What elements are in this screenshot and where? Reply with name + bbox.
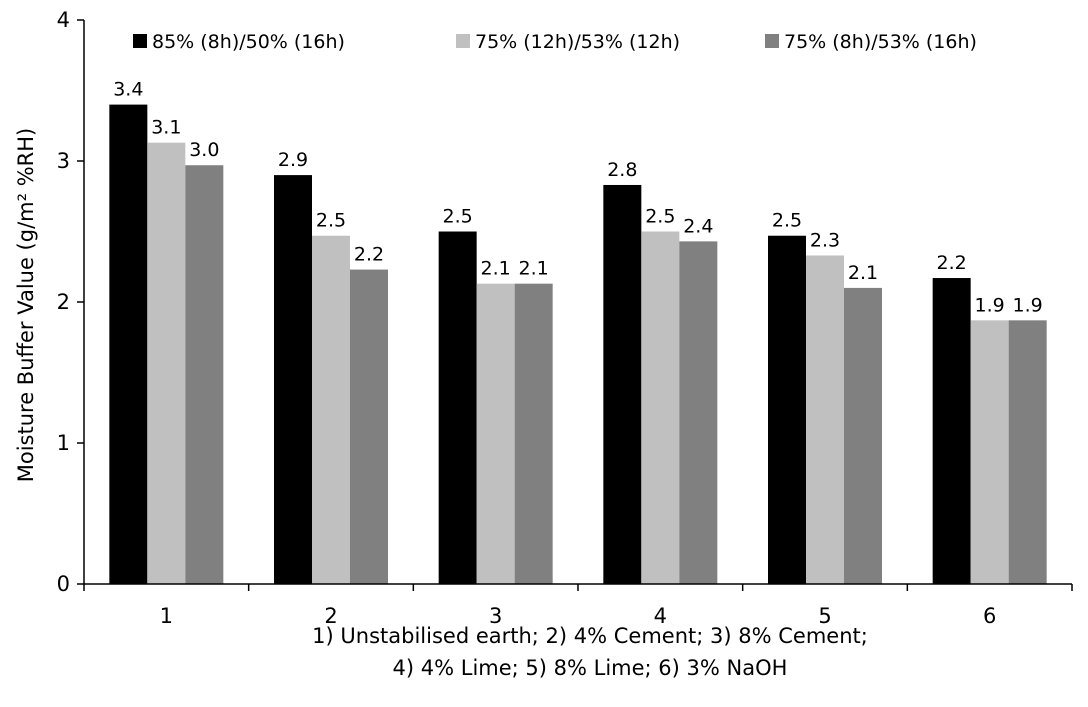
bar-s3-c4 xyxy=(679,241,718,584)
bar-s3-c6 xyxy=(1008,320,1047,584)
bars-layer xyxy=(109,104,1047,585)
bar-s2-c1 xyxy=(147,142,186,585)
bar-s3-c1 xyxy=(185,165,224,585)
legend-swatch-2 xyxy=(456,34,470,48)
bar-s2-c2 xyxy=(312,235,350,585)
data-label-s2-c5: 2.3 xyxy=(810,229,840,251)
data-label-s3-c4: 2.4 xyxy=(683,215,713,237)
x-tick-label-1: 1 xyxy=(160,604,173,628)
x-axis-label-line-2: 4) 4% Lime; 5) 8% Lime; 6) 3% NaOH xyxy=(393,656,788,680)
data-label-s3-c6: 1.9 xyxy=(1013,294,1043,316)
y-tick-label-2: 2 xyxy=(57,290,70,314)
legend-item-3: 75% (8h)/53% (16h) xyxy=(765,31,977,53)
y-tick-label-3: 3 xyxy=(57,149,70,173)
bar-s1-c5 xyxy=(768,235,806,585)
bar-s2-c5 xyxy=(806,255,844,584)
data-label-s3-c2: 2.2 xyxy=(354,244,384,266)
data-label-s3-c3: 2.1 xyxy=(519,258,549,280)
data-label-s1-c4: 2.8 xyxy=(607,159,637,181)
x-axis-label-line-1: 1) Unstabilised earth; 2) 4% Cement; 3) … xyxy=(312,624,868,648)
data-label-s2-c6: 1.9 xyxy=(975,294,1005,316)
bar-s2-c3 xyxy=(476,283,515,584)
bar-s1-c4 xyxy=(603,184,642,584)
bar-s3-c5 xyxy=(844,287,882,584)
x-tick-label-6: 6 xyxy=(983,604,996,628)
value-labels-layer: 3.4 2.9 2.5 2.8 2.5 2.2 3.1 2.5 2.1 2.5 2.3 1.9 3.0 2… xyxy=(113,79,1043,317)
data-label-s3-c1: 3.0 xyxy=(189,139,219,161)
bar-s2-c6 xyxy=(970,320,1009,584)
legend: 85% (8h)/50% (16h) 75% (12h)/53% (12h) 7… xyxy=(133,31,977,53)
x-tick-label-3: 3 xyxy=(489,604,502,628)
legend-item-2: 75% (12h)/53% (12h) xyxy=(456,31,680,53)
y-axis-label: Moisture Buffer Value (g/m² %RH) xyxy=(14,128,38,483)
bar-s1-c1 xyxy=(109,104,148,584)
y-tick-label-1: 1 xyxy=(57,431,70,455)
legend-label-3: 75% (8h)/53% (16h) xyxy=(784,31,977,53)
x-tick-label-5: 5 xyxy=(818,604,831,628)
bar-s3-c3 xyxy=(514,283,553,584)
legend-swatch-1 xyxy=(133,34,147,48)
bar-s1-c2 xyxy=(274,175,312,584)
legend-item-1: 85% (8h)/50% (16h) xyxy=(133,31,345,53)
data-label-s3-c5: 2.1 xyxy=(848,262,878,284)
data-label-s1-c6: 2.2 xyxy=(937,252,967,274)
legend-swatch-3 xyxy=(765,34,779,48)
data-label-s2-c3: 2.1 xyxy=(481,258,511,280)
x-tick-label-2: 2 xyxy=(324,604,337,628)
y-tick-label-0: 0 xyxy=(57,572,70,596)
tick-labels-layer: 0 1 2 3 4 1 2 3 4 5 6 xyxy=(57,8,997,628)
data-label-s2-c4: 2.5 xyxy=(645,206,675,228)
data-label-s1-c5: 2.5 xyxy=(772,210,802,232)
bar-s1-c3 xyxy=(438,231,477,584)
data-label-s2-c2: 2.5 xyxy=(316,210,346,232)
axes-layer xyxy=(77,19,1073,591)
legend-label-1: 85% (8h)/50% (16h) xyxy=(152,31,345,53)
bar-s1-c6 xyxy=(932,278,971,584)
bar-s3-c2 xyxy=(350,269,388,584)
data-label-s1-c3: 2.5 xyxy=(443,206,473,228)
bar-s2-c4 xyxy=(641,231,680,584)
x-tick-label-4: 4 xyxy=(654,604,667,628)
data-label-s2-c1: 3.1 xyxy=(151,117,181,139)
legend-label-2: 75% (12h)/53% (12h) xyxy=(475,31,680,53)
y-tick-label-4: 4 xyxy=(57,8,70,32)
data-label-s1-c1: 3.4 xyxy=(113,79,143,101)
data-label-s1-c2: 2.9 xyxy=(278,149,308,171)
